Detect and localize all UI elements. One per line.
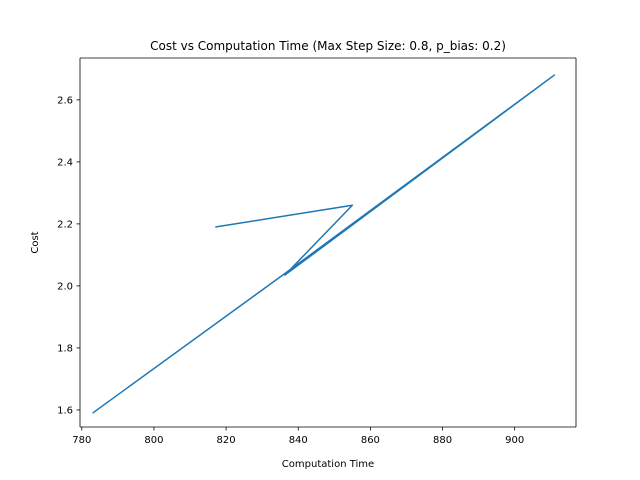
x-tick-label: 880 [433,435,452,446]
y-tick-label: 2.6 [57,95,73,106]
chart-title: Cost vs Computation Time (Max Step Size:… [150,39,506,53]
plot-frame [79,57,577,428]
x-tick-label: 820 [217,435,236,446]
y-tick-label: 2.0 [57,281,73,292]
x-tick-label: 840 [289,435,308,446]
series-layer [92,74,556,414]
y-tick-label: 2.2 [57,219,73,230]
y-axis-title: Cost [30,231,41,253]
x-tick-label: 860 [361,435,380,446]
x-tick-label: 900 [505,435,524,446]
series-line-0 [92,74,556,414]
x-tick-label: 780 [72,435,91,446]
y-tick-label: 1.8 [57,343,73,354]
y-tick-label: 1.6 [57,405,73,416]
x-tick-label: 800 [144,435,163,446]
y-tick-label: 2.4 [57,157,73,168]
x-axis-title: Computation Time [282,459,374,470]
x-axis-ticks: 780 800 820 840 860 880 900 [72,427,524,446]
y-axis-ticks: 1.6 1.8 2.0 2.2 2.4 2.6 [57,95,80,416]
